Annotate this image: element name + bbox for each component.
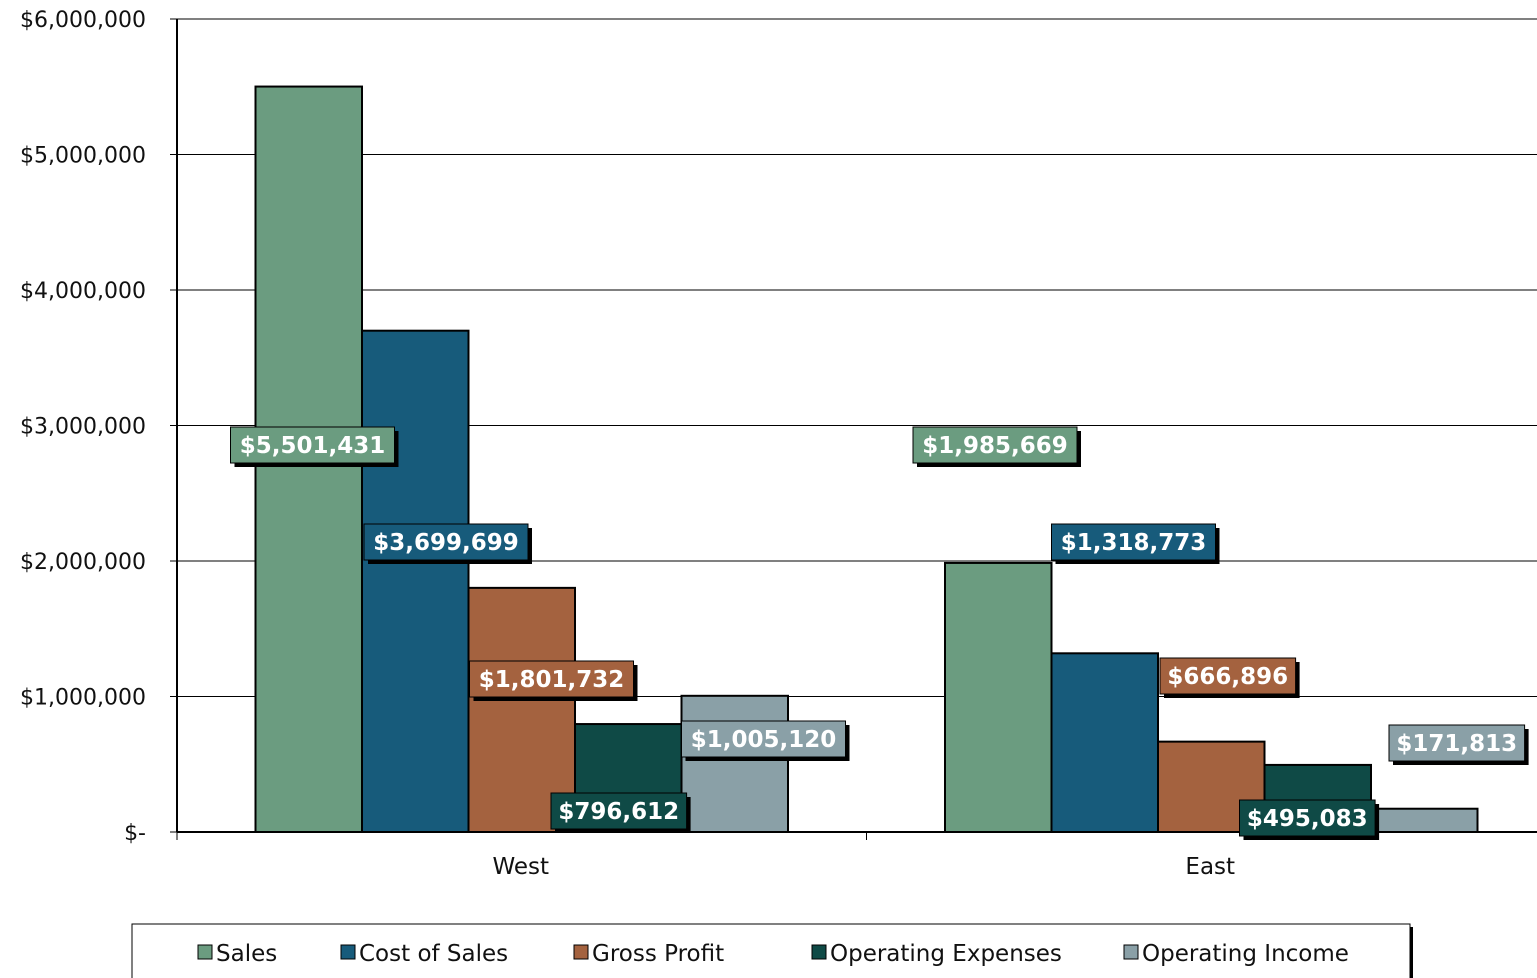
data-label-value: $171,813 (1396, 731, 1517, 757)
y-tick-label: $- (124, 821, 146, 846)
data-label-cost-of-sales-east: $1,318,773 (1051, 523, 1220, 564)
data-label-box (1051, 523, 1216, 561)
bar-cost-of-sales-west (361, 329, 470, 833)
data-label-box (1159, 657, 1297, 695)
bars (254, 85, 1479, 834)
data-label-box (912, 426, 1078, 464)
x-tick-label-west: West (492, 854, 549, 880)
data-label-value: $796,612 (558, 799, 679, 825)
legend-swatch (573, 944, 589, 960)
bar-sales-east (944, 561, 1053, 833)
data-label-operating-expenses-east: $495,083 (1239, 799, 1380, 840)
legend-label: Sales (216, 941, 277, 967)
y-tick-label: $1,000,000 (20, 686, 146, 711)
data-label-sales-east: $1,985,669 (912, 426, 1081, 467)
data-label-value: $1,801,732 (479, 667, 625, 693)
data-label-box (1388, 724, 1526, 762)
legend-swatch (1123, 944, 1139, 960)
bar-gross-profit-west (467, 586, 576, 833)
data-label-box (550, 792, 688, 830)
data-label-value: $495,083 (1247, 806, 1368, 832)
legend-label: Operating Expenses (830, 941, 1062, 967)
legend-swatch (811, 944, 827, 960)
legend-swatch (197, 944, 213, 960)
data-label-box (363, 523, 529, 561)
data-label-sales-west: $5,501,431 (230, 426, 399, 467)
legend-label: Cost of Sales (359, 941, 508, 967)
data-label-cost-of-sales-west: $3,699,699 (363, 523, 532, 564)
data-label-value: $5,501,431 (240, 433, 386, 459)
legend-label: Operating Income (1142, 941, 1349, 967)
data-label-operating-expenses-west: $796,612 (550, 792, 691, 833)
data-label-value: $1,005,120 (691, 727, 837, 753)
data-label-box (681, 720, 846, 758)
data-label-box (469, 660, 634, 698)
bar-operating-income-east (1370, 807, 1479, 834)
data-label-gross-profit-west: $1,801,732 (469, 660, 638, 701)
data-labels: $5,501,431 $1,985,669 $3,699,699 $1,318,773… (230, 426, 1529, 840)
data-label-value: $1,318,773 (1061, 530, 1207, 556)
data-label-operating-income-east: $171,813 (1388, 724, 1529, 765)
data-label-box (1239, 799, 1376, 837)
data-label-value: $3,699,699 (373, 530, 519, 556)
data-label-value: $1,985,669 (922, 433, 1068, 459)
bar-cost-of-sales-east (1050, 652, 1159, 834)
data-label-gross-profit-east: $666,896 (1159, 657, 1300, 698)
legend-label: Gross Profit (592, 941, 724, 967)
y-tick-label: $3,000,000 (20, 415, 146, 440)
y-tick-label: $6,000,000 (20, 8, 146, 33)
legend-item-operating-expenses: Operating Expenses (811, 941, 1062, 967)
legend: Sales Cost of Sales Gross Profit Operating … (131, 923, 1413, 978)
x-tick-label-east: East (1185, 854, 1235, 880)
y-tick-label: $5,000,000 (20, 144, 146, 169)
data-label-value: $666,896 (1167, 664, 1288, 690)
legend-item-sales: Sales (197, 941, 277, 967)
data-label-operating-income-west: $1,005,120 (681, 720, 850, 761)
legend-swatch (340, 944, 356, 960)
legend-item-operating-income: Operating Income (1123, 941, 1349, 967)
legend-item-gross-profit: Gross Profit (573, 941, 724, 967)
legend-item-cost-of-sales: Cost of Sales (340, 941, 508, 967)
data-label-box (230, 426, 395, 464)
bar-operating-income-west (680, 694, 789, 833)
y-tick-label: $2,000,000 (20, 550, 146, 575)
y-tick-label: $4,000,000 (20, 279, 146, 304)
